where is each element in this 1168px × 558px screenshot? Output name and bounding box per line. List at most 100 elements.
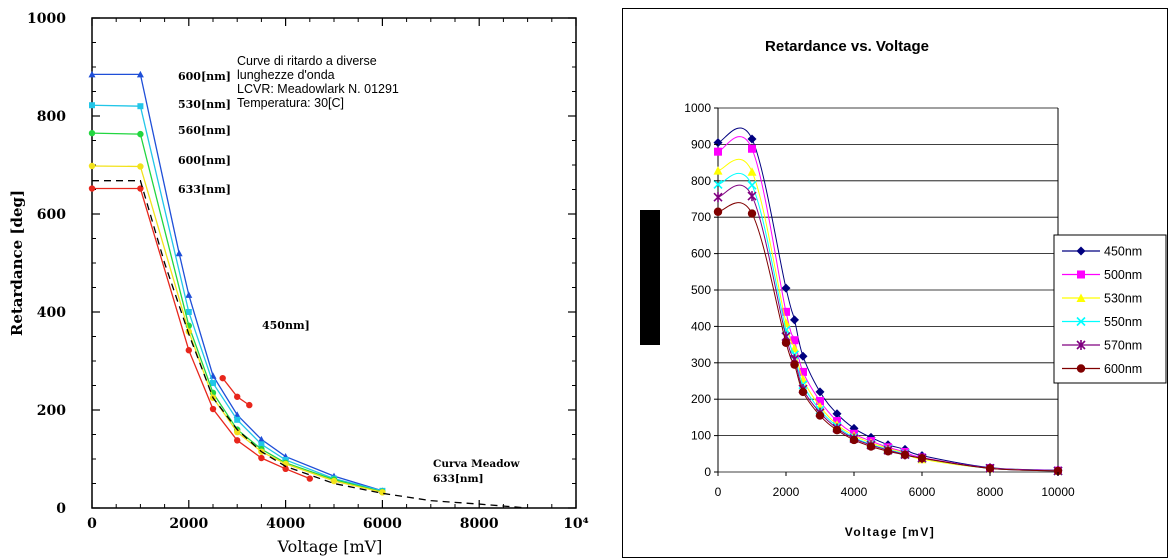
left-series-line — [92, 187, 311, 480]
right-x-tick-label: 0 — [715, 485, 722, 499]
left-x-tick-label: 10⁴ — [563, 516, 589, 532]
right-data-point — [917, 453, 927, 463]
left-series-label-meadow-2: 633[nm] — [433, 473, 484, 485]
left-series-label: 633[nm] — [178, 183, 231, 196]
right-data-point — [798, 351, 808, 361]
left-y-tick-label: 600 — [37, 207, 66, 223]
legend-entry-550nm: 550nm — [1062, 315, 1142, 329]
right-data-point — [781, 283, 791, 293]
left-data-point — [137, 103, 144, 110]
left-data-point — [137, 163, 144, 170]
left-series-line — [222, 377, 250, 406]
left-series-633-nm-4 — [88, 185, 313, 482]
left-data-point — [89, 102, 95, 109]
annotation-line-3: LCVR: Meadowlark N. 01291 — [237, 82, 399, 96]
left-data-point — [306, 475, 313, 482]
left-y-tick-label: 0 — [56, 501, 66, 517]
legend-entry-450nm: 450nm — [1062, 245, 1142, 259]
right-y-tick-label: 1000 — [684, 101, 711, 115]
left-data-point — [258, 454, 265, 462]
right-data-point — [1053, 466, 1063, 476]
right-data-point — [883, 447, 893, 456]
left-series-curva-meadow-633-nm-6 — [92, 180, 528, 509]
right-data-point — [790, 336, 799, 345]
left-data-point — [136, 70, 144, 78]
left-series-labels: 600[nm] 530[nm] 560[nm] 600[nm] 633[nm] 450nm… — [178, 70, 521, 485]
right-data-point — [747, 180, 757, 190]
left-data-point — [234, 416, 241, 423]
right-data-point — [790, 315, 799, 325]
right-x-tick-label: 2000 — [773, 485, 800, 499]
right-x-tick-label: 10000 — [1041, 485, 1075, 499]
right-chart-title: Retardance vs. Voltage — [765, 38, 929, 55]
left-series-450nm-5 — [219, 374, 253, 409]
left-x-tick-label: 0 — [87, 516, 97, 532]
left-y-tick-label: 200 — [37, 403, 66, 419]
right-data-point — [714, 147, 722, 156]
right-data-point — [799, 367, 807, 376]
right-data-point — [782, 307, 790, 316]
right-data-point — [866, 442, 876, 451]
right-y-tick-label: 700 — [691, 210, 711, 224]
legend-label: 450nm — [1104, 245, 1142, 259]
left-annotation: Curve di ritardo a diverse lunghezze d'o… — [237, 54, 399, 110]
left-data-point — [137, 130, 144, 138]
left-data-point — [210, 380, 216, 387]
legend-label: 600nm — [1104, 362, 1142, 376]
right-data-point — [781, 318, 791, 327]
right-data-point — [849, 435, 859, 445]
left-data-point — [88, 185, 96, 192]
left-y-axis-label: Retardance [deg] — [8, 190, 26, 336]
right-data-point — [748, 144, 756, 153]
left-series-label: 560[nm] — [178, 124, 231, 137]
legend-label: 500nm — [1104, 268, 1142, 282]
right-data-point — [1077, 270, 1085, 279]
left-axis-ticks: 0 2000 4000 6000 8000 10⁴ 0 200 400 600 800 1000 — [27, 11, 589, 532]
annotation-line-1: Curve di ritardo a diverse — [237, 54, 377, 68]
legend-entry-570nm: 570nm — [1062, 339, 1142, 353]
left-data-point — [379, 489, 386, 496]
legend-label: 570nm — [1104, 339, 1142, 353]
left-x-tick-label: 4000 — [266, 516, 305, 532]
right-data-point — [1076, 246, 1086, 256]
right-x-tick-label: 4000 — [841, 485, 868, 499]
right-y-tick-label: 800 — [691, 174, 711, 188]
right-data-point — [747, 191, 757, 202]
y-axis-title-box — [640, 210, 660, 345]
legend-box — [1053, 234, 1167, 384]
right-y-tick-label: 200 — [691, 392, 711, 406]
left-series-line — [92, 73, 383, 492]
left-series-label: 600[nm] — [178, 70, 231, 83]
right-chart: Retardance vs. Voltage 0 100 200 300 400 500 6… — [622, 8, 1168, 558]
left-data-point — [246, 401, 253, 409]
left-y-tick-label: 800 — [37, 109, 66, 125]
right-data-point — [713, 166, 723, 175]
right-data-point — [747, 209, 757, 218]
right-data-point — [815, 411, 825, 420]
left-data-point — [185, 309, 192, 315]
right-legend: 450nm 500nm 530nm 550nm 570nm 600nm — [1053, 234, 1167, 384]
left-series-label: 450nm] — [262, 319, 310, 332]
right-x-tick-label: 6000 — [909, 485, 936, 499]
right-y-tick-label: 100 — [691, 429, 711, 443]
right-data-point — [816, 397, 824, 406]
right-data-point — [713, 179, 723, 190]
left-data-point — [234, 393, 241, 400]
left-data-point — [175, 249, 183, 257]
left-x-tick-label: 8000 — [460, 516, 499, 532]
legend-label: 530nm — [1104, 292, 1142, 306]
right-data-point — [747, 167, 757, 176]
left-data-point — [209, 405, 217, 413]
right-data-point — [815, 387, 825, 397]
right-data-point — [1076, 364, 1086, 373]
right-y-tick-label: 400 — [691, 319, 711, 333]
right-data-point — [1076, 316, 1086, 327]
left-series-label: 530[nm] — [178, 98, 231, 111]
annotation-line-4: Temperatura: 30[C] — [237, 96, 344, 110]
left-data-point — [219, 374, 226, 382]
left-data-point — [88, 162, 96, 170]
right-data-point — [747, 134, 757, 144]
right-data-point — [900, 450, 910, 460]
legend-entry-500nm: 500nm — [1062, 268, 1142, 282]
